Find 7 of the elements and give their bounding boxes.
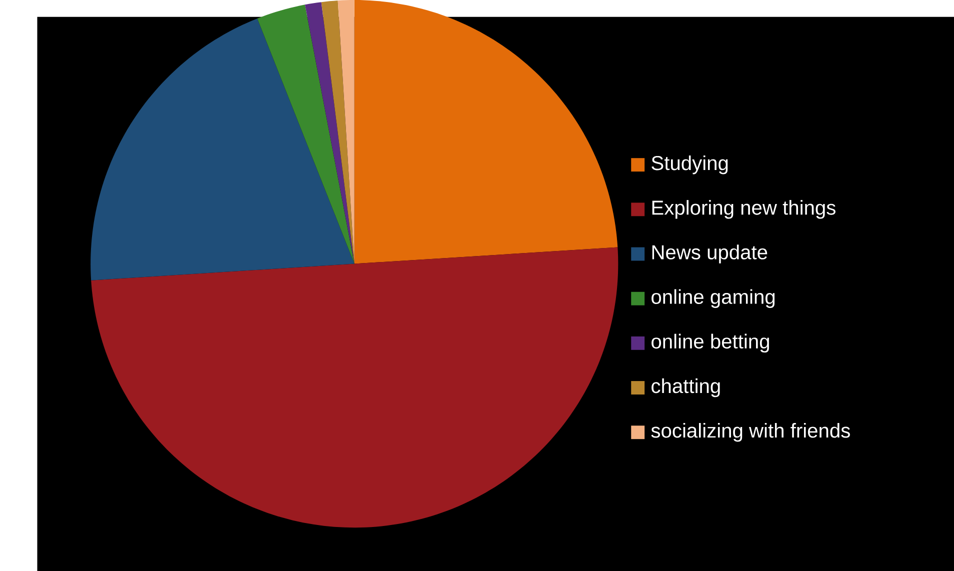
legend-label: Studying	[652, 155, 728, 174]
legend-label: online betting	[652, 334, 769, 352]
legend-label: Exploring new things	[652, 200, 836, 219]
legend-label: online gaming	[652, 289, 775, 308]
legend-label: socializing with friends	[651, 422, 850, 442]
legend-label: News update	[652, 244, 768, 264]
legend-label: chatting	[652, 378, 720, 397]
